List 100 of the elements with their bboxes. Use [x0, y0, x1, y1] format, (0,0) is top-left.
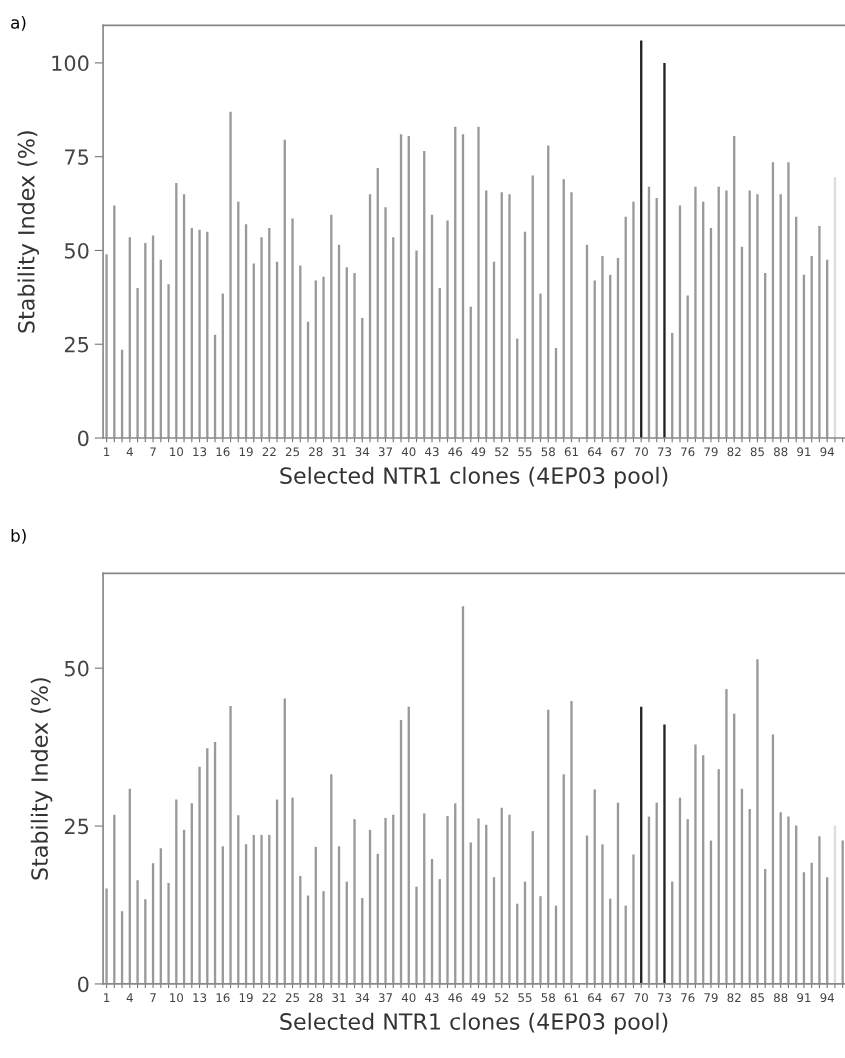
x-tick-label: 76 [681, 447, 695, 457]
bar [167, 284, 170, 439]
text: b) [11, 529, 26, 544]
x-tick-label: 16 [216, 993, 230, 1003]
bar [322, 891, 325, 984]
bar [756, 659, 759, 984]
bar [105, 888, 108, 984]
x-tick-label: 4 [126, 993, 133, 1002]
bar [477, 818, 480, 984]
x-tick-label: 73 [657, 447, 672, 457]
x-tick-label: 31 [332, 993, 346, 1003]
x-tick-label: 91 [797, 447, 811, 457]
y-tick-label: 0 [78, 976, 89, 993]
x-tick-label: 55 [518, 993, 532, 1003]
bar [725, 190, 728, 439]
bar [632, 854, 635, 984]
bar [787, 162, 790, 439]
x-tick-label: 34 [355, 447, 370, 457]
bar [818, 836, 821, 984]
x-tick-label: 67 [611, 993, 625, 1003]
y-tick-label: 25 [64, 818, 89, 835]
x-tick-label: 58 [541, 993, 555, 1003]
bar [384, 207, 387, 439]
x-tick-label: 49 [471, 447, 486, 457]
x-tick-label: 10 [170, 993, 184, 1003]
bar [663, 62, 666, 439]
y-tick-label: 0 [78, 430, 89, 447]
x-tick-label: 46 [448, 993, 463, 1003]
bar [601, 256, 604, 439]
x-tick-label: 19 [239, 447, 253, 457]
bar [570, 192, 573, 439]
x-tick-label: 52 [495, 447, 509, 457]
bar [508, 814, 511, 984]
bar [260, 237, 263, 439]
y-axis-title: Stability Index (%) [30, 678, 53, 880]
text: a) [11, 15, 26, 31]
bar [353, 819, 356, 984]
bar [446, 815, 449, 984]
y-tick-label: 100 [52, 55, 89, 72]
x-tick-label: 70 [634, 447, 648, 457]
bar [167, 882, 170, 984]
bar [229, 111, 232, 439]
x-tick-label: 49 [471, 993, 486, 1003]
x-tick-label: 43 [425, 447, 439, 457]
bar [756, 194, 759, 439]
x-tick-label: 7 [150, 447, 156, 457]
x-tick-label: 4 [126, 447, 133, 457]
y-tick-label: 75 [65, 149, 89, 165]
x-tick-label: 22 [262, 447, 276, 457]
y-tick-label: 50 [64, 660, 89, 677]
x-tick-label: 55 [518, 447, 532, 457]
x-tick-label: 34 [355, 993, 370, 1003]
x-axis-title: Selected NTR1 clones (4EP03 pool) [280, 466, 668, 489]
bar [725, 689, 728, 984]
x-tick-label: 37 [378, 993, 393, 1003]
bar [136, 287, 139, 439]
x-axis-title: Selected NTR1 clones (4EP03 pool) [280, 1012, 668, 1035]
x-tick-label: 79 [704, 993, 718, 1003]
x-tick-label: 46 [448, 447, 463, 457]
y-axis-title: Stability Index (%) [17, 131, 40, 333]
x-tick-label: 94 [820, 993, 835, 1003]
bar [198, 766, 201, 984]
bar [415, 250, 418, 439]
x-tick-label: 19 [239, 993, 253, 1003]
x-tick-label: 40 [401, 993, 416, 1003]
x-tick-label: 85 [750, 993, 764, 1003]
x-tick-label: 61 [564, 993, 578, 1003]
x-tick-label: 88 [773, 993, 788, 1003]
bar [291, 218, 294, 439]
x-tick-label: 64 [588, 447, 602, 457]
bar [477, 126, 480, 439]
bar [322, 276, 325, 439]
x-tick-label: 88 [773, 447, 788, 457]
bar [694, 186, 697, 439]
x-tick-label: 76 [681, 993, 695, 1003]
x-tick-label: 64 [588, 993, 602, 1003]
x-tick-label: 22 [262, 993, 276, 1002]
y-tick-label: 50 [64, 242, 89, 259]
bar [539, 293, 542, 439]
x-tick-label: 13 [193, 447, 207, 457]
x-tick-label: 73 [657, 993, 672, 1003]
x-tick-label: 43 [425, 993, 439, 1003]
x-tick-label: 91 [797, 993, 811, 1003]
bar [136, 880, 139, 984]
bar [601, 844, 604, 984]
x-tick-label: 13 [193, 993, 207, 1003]
x-tick-label: 61 [564, 447, 578, 457]
bar [229, 706, 232, 984]
x-tick-label: 25 [285, 447, 300, 457]
bar [663, 724, 666, 984]
bar [353, 272, 356, 439]
bar [818, 226, 821, 439]
x-tick-label: 70 [634, 993, 648, 1003]
x-tick-label: 25 [285, 993, 300, 1003]
bar [105, 254, 108, 439]
x-tick-label: 1 [104, 447, 110, 457]
x-tick-label: 67 [611, 447, 625, 457]
y-tick-label: 25 [64, 336, 89, 353]
x-tick-label: 1 [104, 993, 110, 1002]
x-tick-label: 7 [150, 993, 156, 1002]
